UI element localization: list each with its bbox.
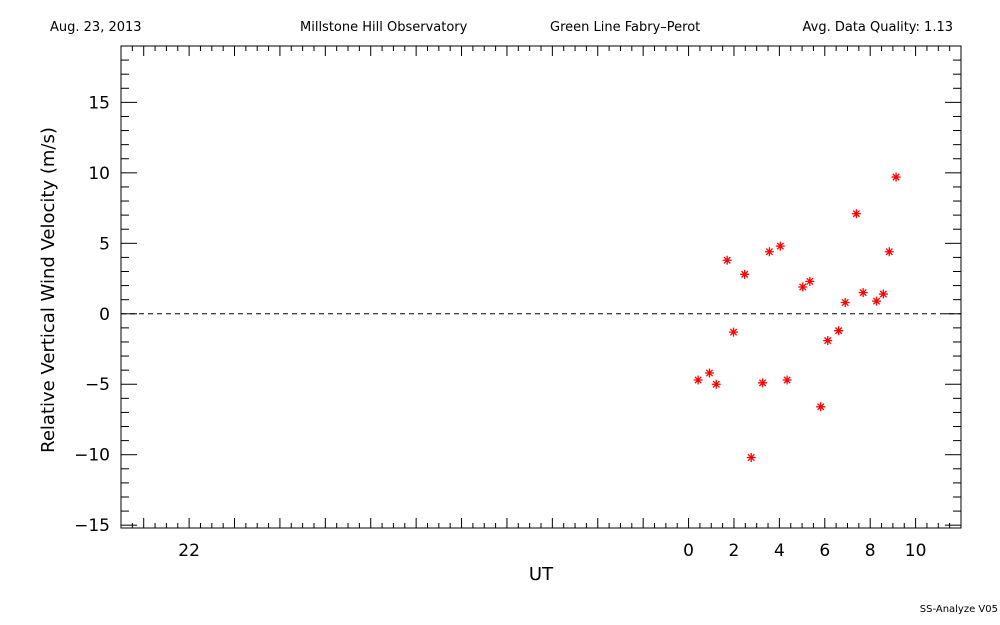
- header-quality: Avg. Data Quality: 1.13: [803, 20, 953, 35]
- data-point: [746, 453, 756, 463]
- x-tick-label: 8: [865, 541, 876, 561]
- y-tick-label: −15: [74, 516, 110, 536]
- plot-frame: [120, 45, 962, 529]
- data-point: [704, 368, 714, 378]
- data-point: [775, 241, 785, 251]
- y-tick-label: 0: [99, 305, 110, 325]
- data-point: [722, 255, 732, 265]
- data-point: [758, 378, 768, 388]
- x-axis-ticks: 22 0 2 4 6 8 10: [120, 46, 962, 561]
- y-tick-label: 5: [99, 234, 110, 254]
- data-point: [858, 288, 868, 298]
- y-tick-label: 10: [88, 164, 110, 184]
- data-point: [740, 269, 750, 279]
- y-tick-label: −10: [74, 446, 110, 466]
- data-point: [764, 247, 774, 257]
- x-tick-label: 4: [774, 541, 785, 561]
- data-point: [729, 327, 739, 337]
- x-tick-label: 22: [178, 541, 200, 561]
- data-point: [816, 402, 826, 412]
- data-point: [782, 375, 792, 385]
- x-tick-label: 0: [683, 541, 694, 561]
- data-point: [878, 289, 888, 299]
- data-point: [805, 276, 815, 286]
- y-axis-title: Relative Vertical Wind Velocity (m/s): [38, 127, 59, 453]
- data-point: [798, 282, 808, 292]
- data-point: [840, 298, 850, 308]
- data-point: [851, 209, 861, 219]
- software-version: SS-Analyze V05: [920, 604, 998, 615]
- header-date: Aug. 23, 2013: [50, 20, 142, 35]
- x-tick-label: 6: [819, 541, 830, 561]
- data-points: [693, 172, 901, 463]
- x-tick-label: 10: [905, 541, 927, 561]
- y-tick-label: −5: [85, 375, 110, 395]
- data-point: [872, 296, 882, 306]
- data-point: [693, 375, 703, 385]
- y-axis-ticks: −15 −10 −5 0 5 10 15: [74, 45, 961, 536]
- x-axis-title: UT: [529, 564, 554, 585]
- x-tick-label: 2: [729, 541, 740, 561]
- data-point: [823, 336, 833, 346]
- data-point: [711, 379, 721, 389]
- data-point: [891, 172, 901, 182]
- y-tick-label: 15: [88, 93, 110, 113]
- data-point: [884, 247, 894, 257]
- header-instrument: Green Line Fabry–Perot: [550, 20, 700, 35]
- header-observatory: Millstone Hill Observatory: [300, 20, 468, 35]
- data-point: [834, 326, 844, 336]
